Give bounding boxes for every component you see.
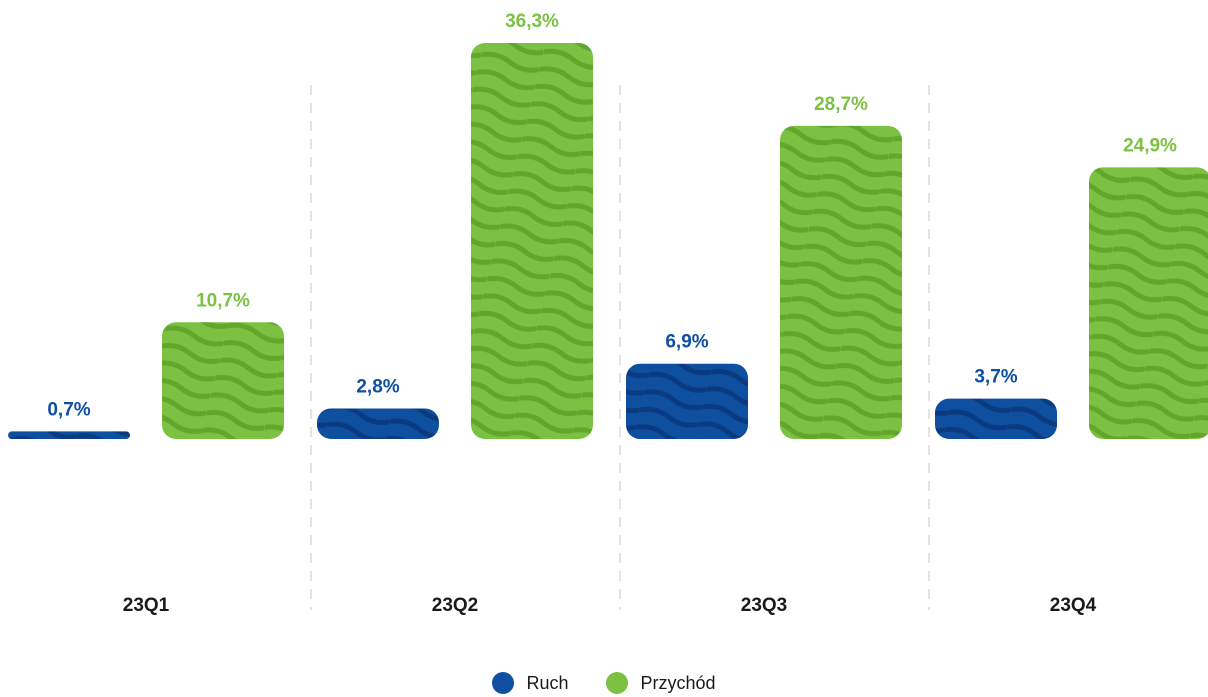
category-label: 23Q4 [1050,595,1097,616]
bar-ruch-23q3 [626,363,748,439]
data-label: 36,3% [505,11,559,32]
data-label: 6,9% [665,332,708,353]
legend-item-ruch: Ruch [492,672,568,694]
bar-ruch-23q2 [317,408,439,439]
category-label: 23Q1 [123,595,170,616]
category-label: 23Q2 [432,595,478,616]
data-label: 2,8% [356,376,399,397]
data-label: 24,9% [1123,135,1177,156]
data-label: 0,7% [47,399,90,420]
bar-przych-d-23q3 [780,125,902,439]
legend-swatch-przychod [606,672,629,694]
legend: Ruch Przychód [0,672,1208,694]
legend-item-przychod: Przychód [606,672,716,694]
bar-przych-d-23q1 [162,322,284,439]
legend-label-ruch: Ruch [526,672,569,693]
data-label: 10,7% [196,290,250,311]
data-label: 28,7% [814,94,868,115]
legend-label-przychod: Przychód [640,672,716,693]
bar-ruch-23q1 [8,431,130,439]
legend-swatch-ruch [492,672,515,694]
bar-przych-d-23q4 [1089,167,1208,439]
category-label: 23Q3 [741,595,787,616]
bar-przych-d-23q2 [471,43,593,439]
bar-ruch-23q4 [935,398,1057,439]
data-label: 3,7% [974,367,1017,388]
